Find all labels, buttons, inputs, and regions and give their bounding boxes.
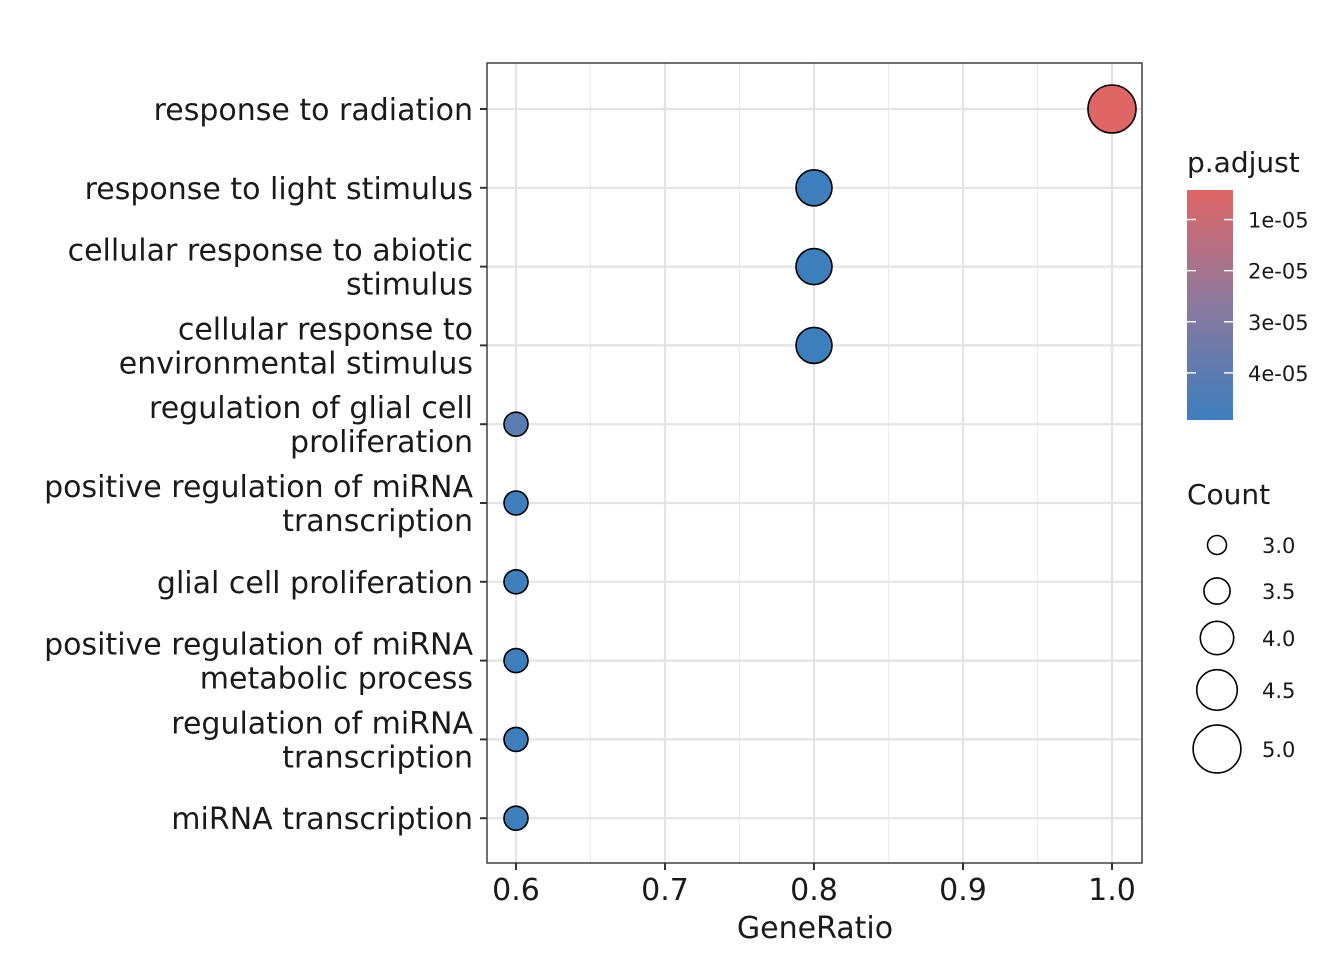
data-point xyxy=(503,411,529,438)
x-axis: GeneRatio 0.6 0.7 0.8 0.9 1.0 xyxy=(492,863,1136,946)
size-legend-label: 4.0 xyxy=(1262,627,1295,651)
x-tick-label: 0.6 xyxy=(492,873,540,908)
data-point xyxy=(503,647,529,674)
size-legend-circle xyxy=(1192,724,1242,774)
x-tick-label: 0.7 xyxy=(641,873,689,908)
plot-panel xyxy=(486,62,1143,864)
size-legend-label: 4.5 xyxy=(1262,679,1295,703)
y-tick-label: metabolic process xyxy=(200,662,473,697)
size-legend-label: 3.0 xyxy=(1262,534,1295,558)
data-point xyxy=(503,490,529,516)
color-legend-label: 1e-05 xyxy=(1248,209,1309,233)
count-legend: Count 3.0 3.5 4.0 4.5 5.0 xyxy=(1187,478,1295,774)
y-tick-label: positive regulation of miRNA xyxy=(44,628,473,663)
size-legend-circle xyxy=(1203,577,1231,605)
y-tick-label: positive regulation of miRNA xyxy=(44,470,473,505)
x-tick-label: 1.0 xyxy=(1088,873,1136,908)
color-legend-title: p.adjust xyxy=(1187,146,1300,179)
size-legend-circle xyxy=(1195,668,1239,712)
color-bar xyxy=(1187,190,1233,420)
color-legend-label: 3e-05 xyxy=(1248,311,1309,335)
y-tick-label: miRNA transcription xyxy=(171,802,473,837)
y-tick-label: regulation of glial cell xyxy=(149,391,473,426)
x-tick-label: 0.8 xyxy=(790,873,838,908)
data-point xyxy=(503,568,529,595)
y-tick-label: proliferation xyxy=(290,425,473,460)
size-legend-label: 3.5 xyxy=(1262,580,1295,604)
y-axis-labels: response to radiation response to light s… xyxy=(44,93,487,837)
y-tick-label: response to light stimulus xyxy=(85,172,473,207)
data-point xyxy=(503,726,529,753)
size-legend-circle xyxy=(1199,620,1235,656)
data-point xyxy=(795,169,833,207)
y-tick-label: transcription xyxy=(282,504,473,539)
y-tick-label: cellular response to xyxy=(178,312,473,347)
y-tick-label: glial cell proliferation xyxy=(157,566,473,601)
size-legend-title: Count xyxy=(1187,478,1270,511)
color-legend-label: 4e-05 xyxy=(1248,362,1309,386)
y-tick-label: stimulus xyxy=(346,268,473,303)
data-point xyxy=(795,247,833,286)
y-tick-label: environmental stimulus xyxy=(119,346,473,381)
x-axis-title: GeneRatio xyxy=(737,911,893,946)
data-point xyxy=(795,326,833,365)
y-tick-label: transcription xyxy=(282,740,473,775)
p-adjust-legend: p.adjust 1e-05 2e-05 3e-05 4e-05 xyxy=(1187,146,1309,420)
x-tick-label: 0.9 xyxy=(939,873,987,908)
y-tick-label: regulation of miRNA xyxy=(171,706,473,741)
color-legend-label: 2e-05 xyxy=(1248,260,1309,284)
data-point xyxy=(503,805,529,832)
size-legend-circle xyxy=(1206,534,1228,556)
y-tick-label: cellular response to abiotic xyxy=(68,234,473,269)
y-tick-label: response to radiation xyxy=(154,93,473,128)
data-point xyxy=(1087,84,1137,134)
size-legend-label: 5.0 xyxy=(1262,738,1295,762)
